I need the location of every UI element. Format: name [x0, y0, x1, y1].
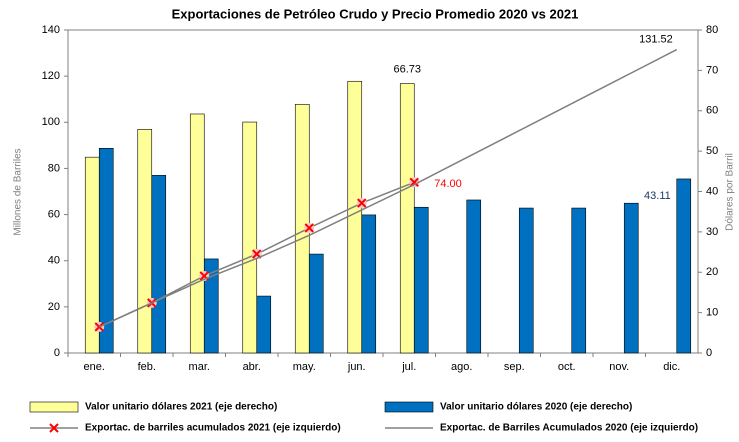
x-tick-label: nov.	[609, 361, 629, 373]
legend-label: Valor unitario dólares 2020 (eje derecho…	[440, 402, 632, 413]
bar	[399, 83, 415, 354]
bar	[242, 121, 258, 354]
x-tick-label: ago.	[451, 361, 472, 373]
y2-tick-label: 40	[706, 185, 718, 197]
x-tick-label: jun.	[347, 361, 366, 373]
bar	[203, 258, 219, 354]
y-tick-label: 0	[54, 347, 60, 359]
line	[98, 48, 678, 328]
bar	[676, 178, 692, 354]
y2-tick-label: 70	[706, 64, 718, 76]
legend-label: Valor unitario dólares 2021 (eje derecho…	[85, 402, 277, 413]
x-tick-label: ene.	[84, 361, 105, 373]
x-tick-label: abr.	[243, 361, 261, 373]
x-tick-label: jul.	[401, 361, 416, 373]
x-tick-label: may.	[293, 361, 316, 373]
y2-tick-label: 20	[706, 266, 718, 278]
data-label: 74.00	[434, 178, 462, 190]
chart-title: Exportaciones de Petróleo Crudo y Precio…	[172, 6, 579, 21]
y-tick-label: 120	[42, 70, 60, 82]
data-label: 43.11	[644, 190, 671, 202]
data-label: 131.52	[639, 33, 673, 45]
bar	[347, 80, 363, 354]
y2-tick-label: 50	[706, 145, 718, 157]
bar	[137, 129, 153, 354]
y-tick-label: 80	[48, 162, 60, 174]
legend-marker	[49, 423, 59, 433]
y-tick-label: 100	[42, 116, 60, 128]
y2-tick-label: 0	[706, 347, 712, 359]
bar	[98, 147, 114, 354]
bar	[413, 206, 429, 354]
y2-tick-label: 60	[706, 105, 718, 117]
legend-swatch	[29, 401, 79, 413]
bar	[466, 199, 482, 354]
y-tick-label: 140	[42, 24, 60, 36]
bar	[518, 207, 534, 354]
y2-tick-label: 30	[706, 226, 718, 238]
y2-tick-label: 10	[706, 307, 718, 319]
bar	[189, 113, 205, 354]
y-tick-label: 60	[48, 208, 60, 220]
x-tick-label: dic.	[663, 361, 680, 373]
data-label: 66.73	[393, 63, 421, 75]
y2-axis-label: Dólares por Barril	[725, 153, 736, 231]
bar	[361, 214, 377, 354]
bar	[623, 202, 639, 354]
bar	[256, 295, 272, 354]
x-tick-label: sep.	[504, 361, 525, 373]
legend-swatch	[384, 401, 434, 413]
x-tick-label: oct.	[558, 361, 576, 373]
x-tick-label: mar.	[189, 361, 210, 373]
legend-label: Exportac. de barriles acumulados 2021 (e…	[85, 423, 341, 434]
x-tick-label: feb.	[138, 361, 156, 373]
y-tick-label: 40	[48, 255, 60, 267]
marker	[409, 177, 419, 187]
legend-label: Exportac. de Barriles Acumulados 2020 (e…	[440, 423, 698, 434]
bar	[571, 207, 587, 354]
bar	[308, 253, 324, 354]
bar	[151, 175, 167, 354]
y-tick-label: 20	[48, 301, 60, 313]
y2-tick-label: 80	[706, 24, 718, 36]
y-axis-label: Millones de Barriles	[13, 148, 24, 235]
marker	[357, 198, 367, 208]
marker	[304, 223, 314, 233]
